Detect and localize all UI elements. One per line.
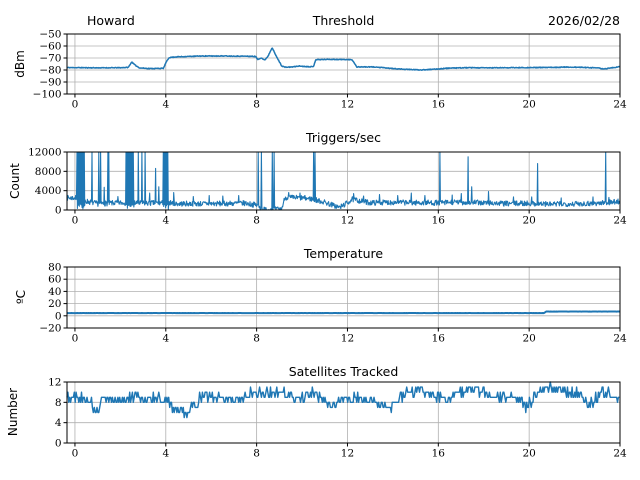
satellites-title: Satellites Tracked xyxy=(288,364,399,379)
svg-text:4000: 4000 xyxy=(35,185,62,197)
svg-text:4: 4 xyxy=(162,215,169,227)
svg-text:−50: −50 xyxy=(39,29,61,41)
svg-text:8: 8 xyxy=(253,99,260,111)
svg-text:−60: −60 xyxy=(39,41,61,53)
svg-text:0: 0 xyxy=(72,333,79,345)
svg-text:20: 20 xyxy=(522,448,535,460)
subplot-0: 0 4 8 12 16 20 24 −100−90−80−70−60−50 xyxy=(33,29,627,111)
svg-text:8: 8 xyxy=(55,397,62,409)
svg-text:60: 60 xyxy=(48,274,61,286)
svg-text:24: 24 xyxy=(613,215,627,227)
svg-text:4: 4 xyxy=(162,333,169,345)
svg-text:−80: −80 xyxy=(39,65,61,77)
svg-text:16: 16 xyxy=(432,333,446,345)
svg-text:20: 20 xyxy=(48,298,61,310)
svg-text:0: 0 xyxy=(55,205,62,217)
svg-text:4: 4 xyxy=(162,99,169,111)
svg-text:16: 16 xyxy=(432,99,446,111)
svg-text:−20: −20 xyxy=(39,323,61,335)
svg-text:12000: 12000 xyxy=(28,147,61,159)
svg-text:16: 16 xyxy=(432,448,446,460)
svg-text:12: 12 xyxy=(48,377,61,389)
signal-level-dbm-line xyxy=(66,47,621,71)
svg-text:24: 24 xyxy=(613,448,627,460)
svg-text:12: 12 xyxy=(341,448,354,460)
threshold-title-left: Howard xyxy=(87,13,135,28)
svg-text:4: 4 xyxy=(55,417,62,429)
svg-text:8: 8 xyxy=(253,215,260,227)
svg-text:16: 16 xyxy=(432,215,446,227)
svg-text:24: 24 xyxy=(613,99,627,111)
svg-text:0: 0 xyxy=(72,215,79,227)
threshold-title: Threshold xyxy=(312,13,375,28)
svg-text:4: 4 xyxy=(162,448,169,460)
svg-text:12: 12 xyxy=(341,215,354,227)
svg-text:20: 20 xyxy=(522,215,535,227)
svg-text:20: 20 xyxy=(522,333,535,345)
svg-text:40: 40 xyxy=(48,286,61,298)
svg-text:−90: −90 xyxy=(39,77,61,89)
satellites-count-line xyxy=(66,381,620,419)
svg-text:8: 8 xyxy=(253,333,260,345)
svg-text:0: 0 xyxy=(72,99,79,111)
temperature-title: Temperature xyxy=(303,246,384,261)
svg-text:20: 20 xyxy=(522,99,535,111)
satellites-ylabel: Number xyxy=(6,387,20,437)
threshold-title-right: 2026/02/28 xyxy=(547,13,620,28)
trigger-rate-line xyxy=(66,151,621,211)
svg-text:12: 12 xyxy=(341,99,354,111)
svg-text:80: 80 xyxy=(48,262,61,274)
subplot-1: 0 4 8 12 16 20 24 0 4000 8000 12000 xyxy=(28,147,627,227)
svg-text:−70: −70 xyxy=(39,53,61,65)
subplot-3: 0 4 8 12 16 20 24 0 4 8 12 xyxy=(48,377,627,460)
temperature-c-line xyxy=(66,310,621,315)
svg-text:0: 0 xyxy=(55,310,62,322)
svg-text:0: 0 xyxy=(72,448,79,460)
svg-text:8000: 8000 xyxy=(35,166,62,178)
svg-text:0: 0 xyxy=(55,438,62,450)
svg-text:−100: −100 xyxy=(33,89,62,101)
svg-text:24: 24 xyxy=(613,333,627,345)
triggers-title: Triggers/sec xyxy=(306,130,381,145)
svg-text:12: 12 xyxy=(341,333,354,345)
svg-text:8: 8 xyxy=(253,448,260,460)
